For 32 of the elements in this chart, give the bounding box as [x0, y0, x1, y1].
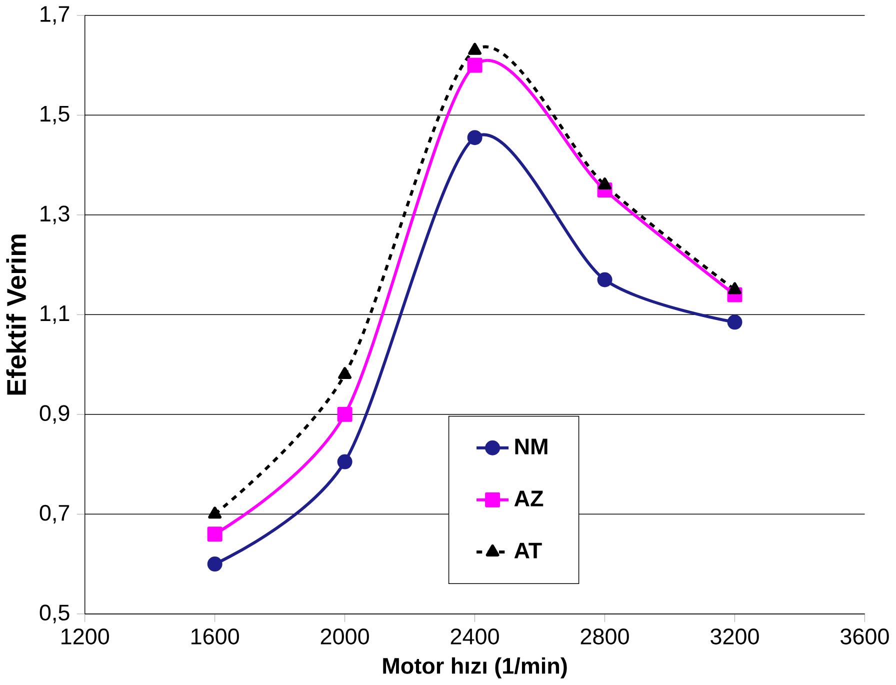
- x-tick-label: 3200: [710, 628, 759, 645]
- point: [207, 526, 222, 542]
- y-tick-label: 0,5: [40, 604, 70, 624]
- legend-label: NM: [515, 438, 548, 454]
- x-axis-title: Motor hızı (1/min): [383, 658, 567, 679]
- point: [467, 130, 482, 146]
- point: [468, 43, 482, 56]
- y-tick-label: 0,7: [40, 505, 70, 524]
- y-tick-label: 1,5: [40, 106, 70, 125]
- y-axis-title: Efektif Verim: [6, 234, 26, 395]
- point: [337, 407, 352, 422]
- point: [208, 506, 222, 519]
- point: [728, 282, 742, 294]
- point: [338, 367, 352, 380]
- point: [727, 314, 742, 330]
- y-tick-label: 1,1: [40, 306, 70, 324]
- x-tick-label: 2400: [450, 628, 499, 645]
- x-tick-label: 1200: [62, 628, 110, 645]
- x-tick-label: 3600: [840, 628, 889, 645]
- x-tick-label: 2800: [580, 628, 629, 645]
- point: [337, 454, 352, 470]
- x-tick-label: 2000: [320, 628, 369, 645]
- point: [467, 58, 482, 74]
- point: [207, 556, 222, 572]
- point: [597, 272, 612, 288]
- x-tick-label: 1600: [192, 628, 239, 645]
- point: [598, 178, 612, 190]
- y-tick-label: 0,9: [40, 405, 70, 424]
- legend-label: AT: [514, 543, 542, 559]
- legend-label: AZ: [514, 491, 544, 506]
- y-tick-label: 1,7: [40, 6, 70, 25]
- y-tick-label: 1,3: [40, 206, 70, 224]
